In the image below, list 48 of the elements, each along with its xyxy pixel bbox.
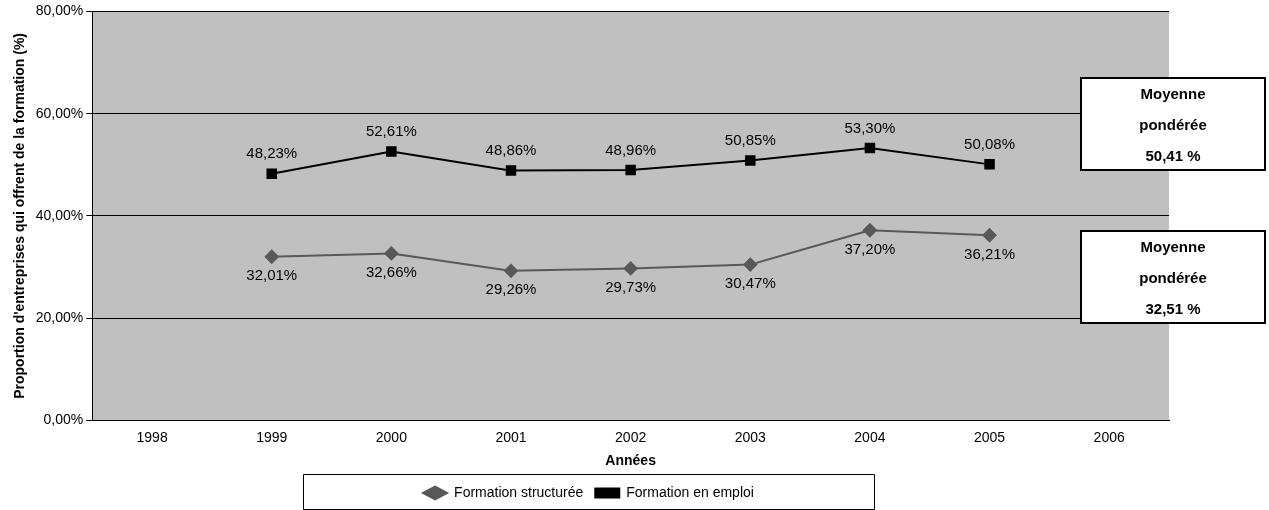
data-label: 30,47% <box>724 274 776 292</box>
point <box>623 261 638 276</box>
point <box>264 249 279 264</box>
legend-label: Formation structurée <box>454 483 584 500</box>
data-label: 36,21% <box>964 244 1015 262</box>
x-axis-title: Années <box>605 452 657 469</box>
point <box>743 257 758 272</box>
point <box>982 228 997 243</box>
x-tick-label: 2005 <box>973 428 1006 445</box>
data-label: 29,73% <box>605 278 657 296</box>
data-label: 50,85% <box>724 131 776 149</box>
x-tick-label: 2002 <box>615 428 647 445</box>
point <box>505 165 517 176</box>
data-label: 48,86% <box>485 141 537 159</box>
point <box>625 164 636 176</box>
data-label: 48,96% <box>605 140 657 158</box>
point <box>745 155 756 166</box>
x-tick-label: 2000 <box>375 428 408 445</box>
point <box>384 246 399 261</box>
data-label: 32,66% <box>365 263 417 281</box>
note-box: Moyenne pondérée 50,41 % <box>1080 77 1266 171</box>
data-label: 29,26% <box>485 280 537 298</box>
data-label: 32,01% <box>246 266 298 284</box>
data-label: 53,30% <box>844 118 896 136</box>
point <box>984 159 995 170</box>
point <box>504 263 519 278</box>
x-tick-label: 2001 <box>495 428 527 445</box>
y-tick-label: 80,00% <box>35 2 84 19</box>
point <box>862 223 877 238</box>
data-label: 52,61% <box>365 122 417 140</box>
data-label: 48,23% <box>246 144 298 162</box>
point <box>386 146 397 157</box>
x-tick-label: 2006 <box>1093 428 1125 445</box>
note-box: Moyenne pondérée 32,51 % <box>1080 230 1266 324</box>
y-tick-label: 0,00% <box>43 411 84 428</box>
legend-label: Formation en emploi <box>626 483 754 500</box>
y-tick-label: 20,00% <box>35 309 84 326</box>
x-tick-label: 2003 <box>734 428 767 445</box>
x-tick-label: 1999 <box>256 428 288 445</box>
data-label: 37,20% <box>844 239 896 257</box>
y-tick-label: 40,00% <box>35 206 84 223</box>
data-label: 50,08% <box>964 135 1015 153</box>
x-tick-label: 1998 <box>136 428 168 445</box>
point <box>864 142 876 154</box>
x-tick-label: 2004 <box>854 428 886 445</box>
y-tick-label: 60,00% <box>35 104 84 121</box>
point <box>266 168 277 180</box>
y-axis-title: Proportion d'entreprises qui offrent de la formation (%) <box>11 33 28 399</box>
